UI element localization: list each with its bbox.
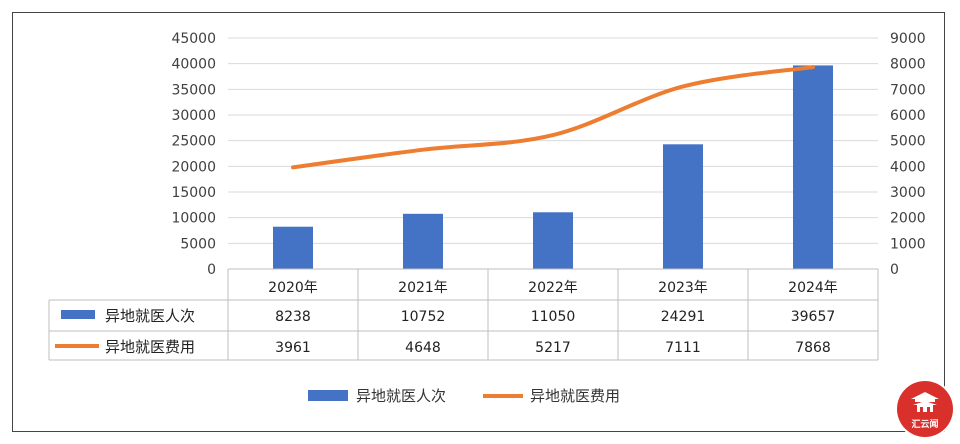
y-left-tick-label: 35000 [171,82,216,98]
y-left-tick-label: 10000 [171,211,216,227]
legend-label: 异地就医费用 [530,387,620,405]
y-right-tick-label: 7000 [890,82,926,98]
table-value: 8238 [275,309,311,325]
table-value: 7868 [795,340,831,356]
y-right-tick-label: 9000 [890,31,926,47]
table-value: 24291 [661,309,706,325]
table-value: 5217 [535,340,571,356]
y-right-tick-label: 8000 [890,57,926,73]
table-value: 11050 [531,309,576,325]
table-value: 10752 [401,309,446,325]
category-label: 2024年 [788,280,838,296]
y-left-tick-label: 0 [207,262,216,278]
y-left-tick-label: 20000 [171,159,216,175]
watermark-logo: 汇云闻 [897,381,953,437]
table-row-label: 异地就医费用 [105,338,195,356]
y-left-tick-label: 15000 [171,185,216,201]
series-line [291,65,815,170]
table-legend-key [61,310,95,319]
bar [663,144,703,269]
y-right-tick-label: 4000 [890,159,926,175]
legend-label: 异地就医人次 [356,387,446,405]
category-label: 2020年 [268,280,318,296]
y-left-tick-label: 40000 [171,57,216,73]
y-left-tick-label: 45000 [171,31,216,47]
watermark-text: 汇云闻 [911,420,939,430]
y-right-tick-label: 5000 [890,134,926,150]
combo-chart: 0500010000150002000025000300003500040000… [48,31,926,405]
bar [273,226,313,269]
pavilion-icon [911,392,939,412]
y-right-tick-label: 1000 [890,236,926,252]
legend-key-bar [308,390,348,401]
y-left-tick-label: 5000 [180,236,216,252]
bar [793,65,833,269]
table-row-label: 异地就医人次 [105,307,195,325]
y-right-tick-label: 3000 [890,185,926,201]
y-left-tick-label: 30000 [171,108,216,124]
category-label: 2021年 [398,280,448,296]
category-label: 2022年 [528,280,578,296]
table-value: 3961 [275,340,311,356]
table-value: 7111 [665,340,701,356]
table-value: 39657 [791,309,836,325]
category-label: 2023年 [658,280,708,296]
chart-frame: 0 5000 10000 15000 20000 25000 30000 35000 40000… [12,12,945,432]
y-right-tick-label: 2000 [890,211,926,227]
y-right-tick-label: 0 [890,262,899,278]
y-right-tick-label: 6000 [890,108,926,124]
y-left-tick-label: 25000 [171,134,216,150]
table-value: 4648 [405,340,441,356]
bar [533,212,573,269]
bar [403,213,443,269]
